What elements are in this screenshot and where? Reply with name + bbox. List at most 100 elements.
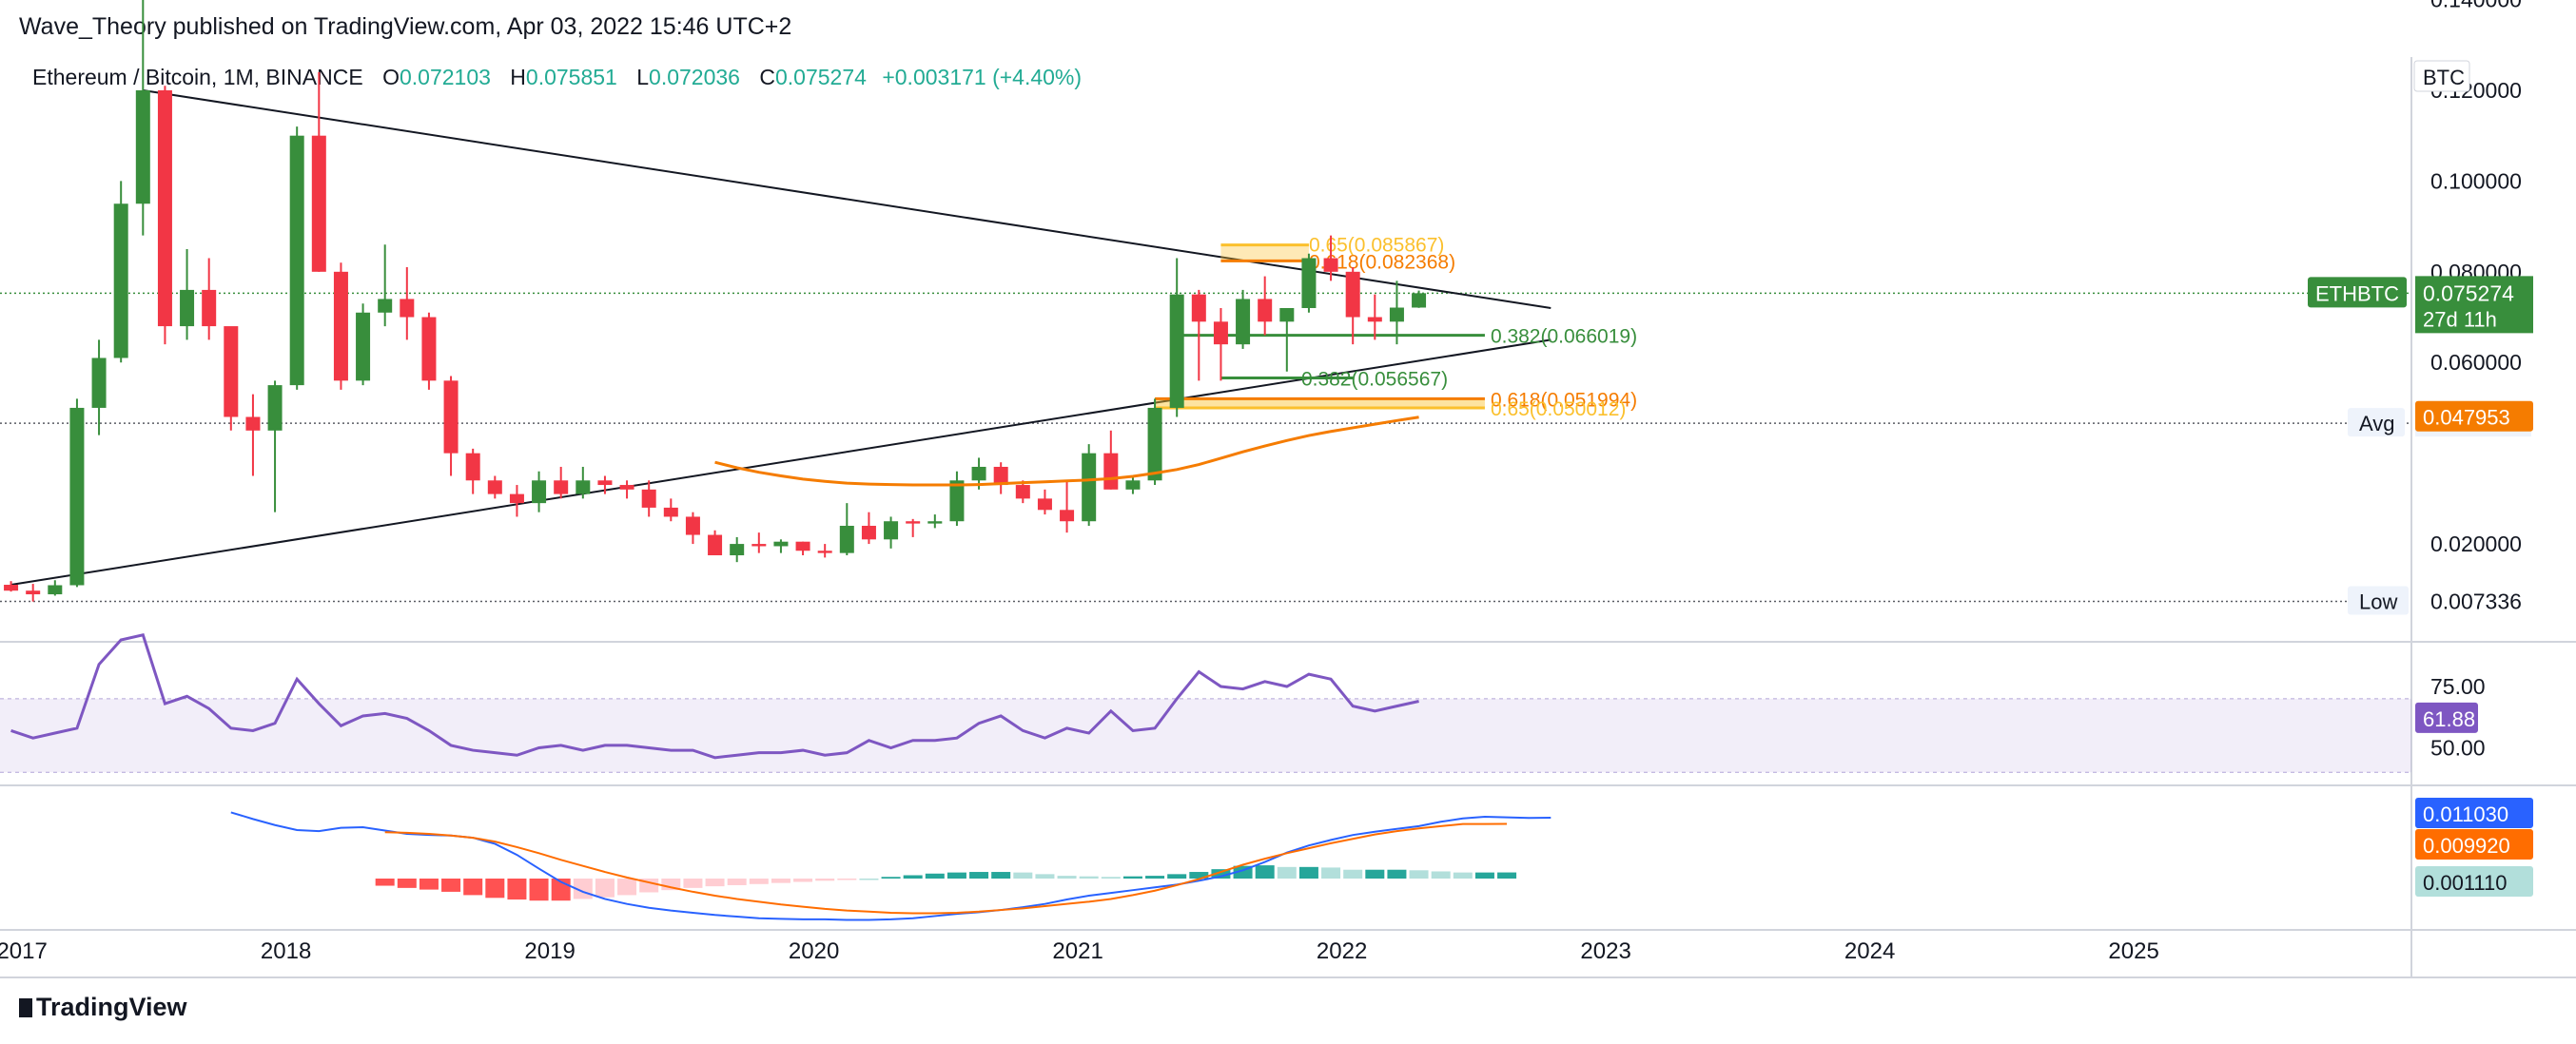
macd-histogram-bar: [1474, 872, 1494, 879]
macd-histogram-bar: [1211, 869, 1231, 879]
candle-body[interactable]: [289, 135, 304, 386]
candle-body[interactable]: [619, 485, 634, 490]
last-price-badge-bg[interactable]: [2415, 276, 2533, 334]
candle-body[interactable]: [576, 480, 591, 494]
candle-body[interactable]: [554, 480, 569, 494]
candle-body[interactable]: [817, 551, 832, 553]
open-label: O: [382, 65, 400, 89]
candle-body[interactable]: [48, 585, 63, 595]
candle-body[interactable]: [1147, 407, 1162, 481]
candle-body[interactable]: [333, 271, 348, 381]
candle-body[interactable]: [1169, 294, 1184, 408]
candle-body[interactable]: [26, 590, 41, 595]
candle-body[interactable]: [1060, 510, 1075, 522]
candle-body[interactable]: [224, 326, 239, 417]
candle-body[interactable]: [597, 480, 613, 486]
close-label: C: [759, 65, 775, 89]
candle-body[interactable]: [1191, 294, 1206, 322]
candle-body[interactable]: [202, 289, 217, 327]
macd-signal-badge[interactable]: 0.009920: [2415, 829, 2533, 860]
candle-body[interactable]: [663, 507, 678, 517]
candle-body[interactable]: [927, 521, 943, 524]
symbol-tag-bg[interactable]: [2308, 277, 2407, 308]
macd-histogram-bar: [969, 872, 989, 879]
candle-body[interactable]: [1015, 485, 1030, 499]
candle-body[interactable]: [730, 544, 745, 556]
candle-body[interactable]: [861, 525, 876, 540]
ema-value-badge[interactable]: 0.047953: [2415, 400, 2533, 432]
macd-histogram-bar: [617, 879, 637, 896]
rsi-value-badge[interactable]: 61.88: [2415, 702, 2478, 733]
candle-body[interactable]: [157, 89, 172, 327]
candle-countdown: 27d 11h: [2423, 307, 2497, 331]
candle-body[interactable]: [135, 89, 150, 204]
candle-body[interactable]: [993, 466, 1008, 486]
candle-body[interactable]: [400, 299, 415, 318]
candle-body[interactable]: [421, 317, 437, 381]
candle-body[interactable]: [311, 135, 326, 272]
candle-body[interactable]: [1323, 258, 1338, 272]
candle-body[interactable]: [443, 380, 459, 454]
fib-label: 0.382(0.056567): [1301, 368, 1448, 390]
currency-badge-bg[interactable]: [2413, 60, 2470, 92]
macd-signal-line[interactable]: [384, 822, 1508, 915]
open-value: 0.072103: [399, 65, 491, 89]
candle-body[interactable]: [1258, 299, 1273, 322]
candle-body[interactable]: [971, 466, 986, 481]
ema-line[interactable]: [714, 416, 1419, 487]
symbol-title[interactable]: Ethereum / Bitcoin, 1M, BINANCE: [32, 65, 363, 89]
candle-body[interactable]: [1345, 271, 1360, 318]
candle-body[interactable]: [1389, 307, 1404, 322]
candle-body[interactable]: [1301, 258, 1317, 308]
macd-histogram-badge-text: 0.001110: [2423, 871, 2508, 895]
candle-body[interactable]: [113, 203, 128, 358]
candle-body[interactable]: [685, 516, 700, 535]
candle-body[interactable]: [1037, 498, 1052, 511]
candle-body[interactable]: [708, 534, 723, 556]
candle-body[interactable]: [465, 453, 480, 481]
candle-body[interactable]: [751, 544, 767, 547]
price-tick-label: 0.020000: [2430, 532, 2522, 556]
candle-body[interactable]: [378, 299, 393, 313]
rsi-line[interactable]: [10, 633, 1419, 760]
candle-body[interactable]: [1125, 480, 1141, 490]
candle-body[interactable]: [1367, 317, 1382, 322]
macd-histogram-bar: [1189, 872, 1209, 879]
candle-body[interactable]: [91, 358, 107, 408]
candle-body[interactable]: [773, 541, 789, 547]
candle-body[interactable]: [532, 480, 547, 504]
candle-body[interactable]: [487, 480, 502, 494]
low-label-bg: [2348, 586, 2409, 615]
price-tick-label: 0.100000: [2430, 168, 2522, 193]
ema-value-badge-bg: [2415, 400, 2533, 432]
candle-body[interactable]: [906, 521, 921, 524]
macd-histogram-badge[interactable]: 0.001110: [2415, 866, 2533, 897]
tradingview-logo[interactable]: TradingView: [19, 993, 187, 1022]
candle-body[interactable]: [795, 541, 810, 551]
macd-histogram-bar: [815, 879, 835, 881]
descending-trendline[interactable]: [143, 88, 1551, 309]
macd-value-badge[interactable]: 0.011030: [2415, 798, 2533, 828]
candle-body[interactable]: [267, 385, 283, 431]
candle-body[interactable]: [4, 585, 19, 591]
candle-body[interactable]: [949, 480, 965, 522]
candle-body[interactable]: [1279, 307, 1295, 322]
fib-zone-lower[interactable]: [1155, 398, 1485, 408]
candle-body[interactable]: [1213, 321, 1228, 345]
fib-zone-upper[interactable]: [1220, 244, 1309, 261]
candle-body[interactable]: [1103, 453, 1119, 490]
candle-body[interactable]: [641, 489, 656, 508]
ascending-trendline[interactable]: [10, 338, 1551, 587]
candle-body[interactable]: [245, 416, 261, 431]
candle-body[interactable]: [1236, 299, 1251, 345]
candle-body[interactable]: [356, 312, 371, 381]
macd-line[interactable]: [230, 811, 1551, 921]
candle-body[interactable]: [509, 493, 524, 504]
candle-body[interactable]: [1082, 453, 1097, 522]
candle-body[interactable]: [69, 407, 85, 586]
candle-body[interactable]: [839, 525, 854, 553]
candle-body[interactable]: [884, 521, 899, 540]
candle-body[interactable]: [180, 289, 195, 327]
candle-body[interactable]: [1412, 293, 1427, 308]
